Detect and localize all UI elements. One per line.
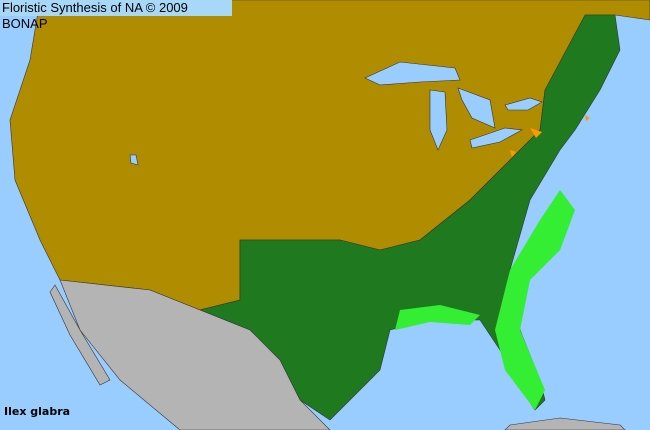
species-label: Ilex glabra — [4, 405, 71, 418]
cuba — [504, 417, 626, 430]
great-lakes — [129, 61, 543, 166]
mexico — [59, 279, 331, 430]
baja-california — [49, 284, 111, 386]
region-present-county-gulf — [395, 305, 480, 330]
map-title: Floristic Synthesis of NA © 2009 BONAP — [0, 0, 232, 31]
region-present-county — [495, 190, 575, 410]
